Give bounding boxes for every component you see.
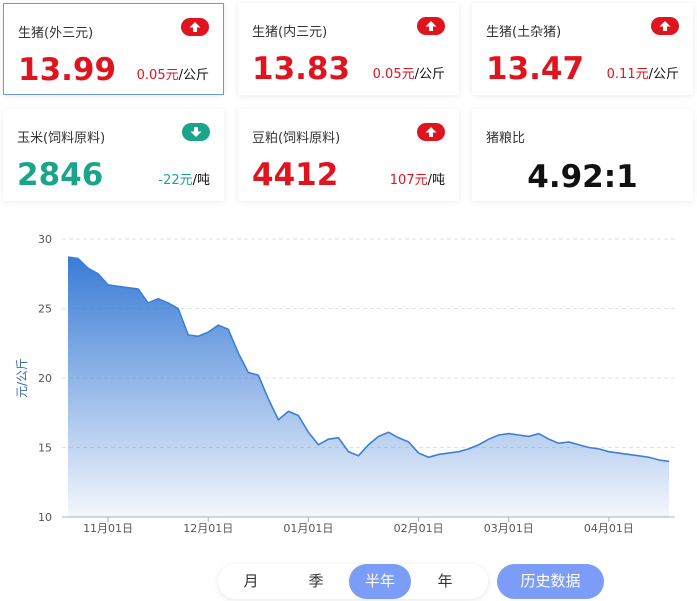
trend-icon bbox=[181, 18, 209, 36]
x-tick-label: 11月01日 bbox=[83, 522, 133, 535]
line bbox=[67, 256, 670, 463]
change-unit: /公斤 bbox=[178, 68, 209, 83]
card-title: 玉米(饲料原料) bbox=[17, 131, 106, 146]
price: 13.83 bbox=[252, 51, 351, 87]
x-tick-label: 01月01日 bbox=[283, 522, 333, 535]
y-tick-label: 25 bbox=[38, 303, 52, 316]
card-title: 生猪(土杂猪) bbox=[486, 25, 562, 40]
card-title: 生猪(内三元) bbox=[252, 25, 328, 40]
change: 0.11元/公斤 bbox=[607, 63, 679, 82]
price: 2846 bbox=[17, 157, 104, 193]
x-tick-label: 12月01日 bbox=[183, 522, 233, 535]
price: 13.47 bbox=[486, 51, 585, 87]
y-tick-label: 20 bbox=[38, 372, 52, 385]
y-axis-label: 元/公斤 bbox=[15, 358, 29, 398]
period-option[interactable]: 年 bbox=[437, 572, 453, 590]
change-value: 0.11元 bbox=[606, 67, 649, 82]
icon-arrow bbox=[659, 21, 671, 31]
area bbox=[68, 257, 669, 517]
x-tick-label: 03月01日 bbox=[484, 522, 534, 535]
x-tick-label: 04月01日 bbox=[584, 522, 634, 535]
chart: 元/公斤 10 15 20 25 30 11月01日 12月01日 01月01日 02月01日 0… bbox=[15, 233, 675, 535]
price: 4.92:1 bbox=[527, 159, 638, 195]
trend-icon bbox=[417, 17, 445, 35]
period-option[interactable]: 半年 bbox=[349, 564, 411, 599]
change-unit: /吨 bbox=[427, 173, 445, 188]
price-card: 生猪(土杂猪) 13.47 0.11元/公斤 bbox=[472, 3, 693, 95]
history-button[interactable]: 历史数据 bbox=[497, 564, 604, 599]
price-card: 生猪(内三元) 13.83 0.05元/公斤 bbox=[238, 3, 459, 95]
icon-arrow bbox=[425, 21, 437, 31]
price-card[interactable]: 生猪(外三元) 13.99 0.05元/公斤 bbox=[3, 3, 224, 95]
change-unit: /吨 bbox=[192, 173, 210, 188]
price-card: 豆粕(饲料原料) 4412 107元/吨 bbox=[238, 109, 459, 201]
change-value: -22元 bbox=[158, 173, 193, 188]
icon-arrow bbox=[190, 127, 202, 137]
price: 4412 bbox=[252, 157, 339, 193]
change-unit: /公斤 bbox=[414, 67, 445, 82]
price-card: 猪粮比 4.92:1 bbox=[472, 109, 693, 201]
period-option[interactable]: 月 bbox=[243, 572, 259, 590]
y-tick-label: 15 bbox=[38, 442, 52, 455]
change-value: 0.05元 bbox=[136, 68, 179, 83]
change: -22元/吨 bbox=[158, 169, 210, 188]
change: 0.05元/公斤 bbox=[373, 63, 445, 82]
price: 13.99 bbox=[18, 52, 117, 88]
card-title: 猪粮比 bbox=[486, 131, 526, 146]
y-tick-label: 10 bbox=[38, 511, 52, 524]
icon-arrow bbox=[189, 22, 201, 32]
card-title: 生猪(外三元) bbox=[18, 26, 94, 41]
change-value: 107元 bbox=[389, 173, 428, 188]
change: 0.05元/公斤 bbox=[137, 64, 209, 83]
trend-icon bbox=[182, 123, 210, 141]
change-value: 0.05元 bbox=[372, 67, 415, 82]
x-tick-label: 02月01日 bbox=[394, 522, 444, 535]
period-option[interactable]: 季 bbox=[308, 572, 324, 590]
change: 107元/吨 bbox=[390, 169, 445, 188]
period-selector: 月 季 半年 年 bbox=[218, 564, 488, 599]
trend-icon bbox=[417, 123, 445, 141]
change-unit: /公斤 bbox=[648, 67, 679, 82]
card-title: 豆粕(饲料原料) bbox=[252, 131, 341, 146]
icon-arrow bbox=[425, 127, 437, 137]
y-tick-label: 30 bbox=[38, 233, 52, 246]
price-card: 玉米(饲料原料) 2846 -22元/吨 bbox=[3, 109, 224, 201]
trend-icon bbox=[651, 17, 679, 35]
